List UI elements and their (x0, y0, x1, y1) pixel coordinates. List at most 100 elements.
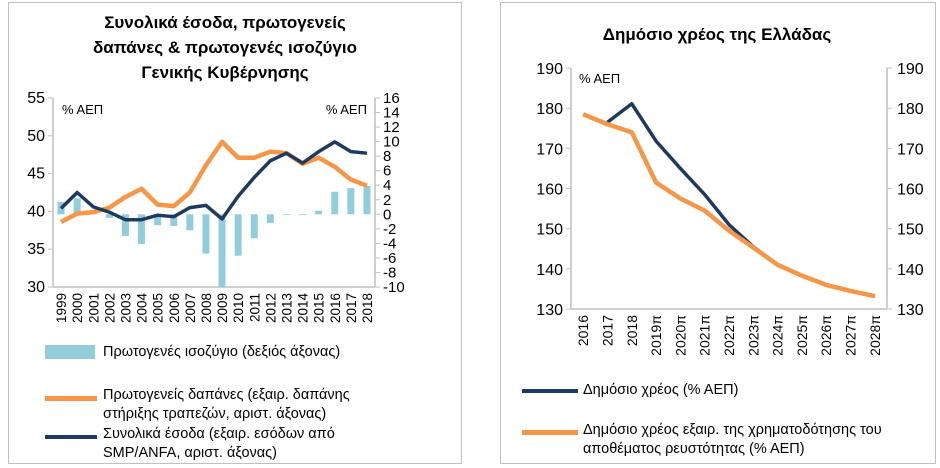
left-tick-label: 180 (536, 101, 563, 118)
x-tick-label: 2022π (721, 315, 737, 356)
legend-line: Συνολικά έσοδα (εξαιρ. εσόδων από (103, 426, 335, 442)
legend-swatch-line (522, 389, 578, 393)
x-tick-label: 2008 (199, 293, 214, 323)
right-tick-label: 130 (897, 302, 924, 319)
right-tick-label: 180 (897, 101, 924, 118)
title-line: Συνολικά έσοδα, πρωτογενείς (104, 13, 346, 32)
right-tick-label: 4 (383, 177, 391, 194)
x-tick-label: 2020π (672, 315, 688, 356)
right-tick-label: 160 (897, 182, 924, 199)
x-tick-label: 2002 (102, 293, 117, 323)
right-tick-label: -10 (383, 279, 405, 296)
right-tick-label: -4 (383, 235, 396, 252)
x-tick-label: 2011 (247, 293, 262, 322)
legend-label: Συνολικά έσοδα (εξαιρ. εσόδων από SMP/AN… (103, 425, 335, 463)
bar-primary-balance (138, 214, 146, 245)
legend-line: Πρωτογενείς δαπάνες (εξαιρ. δαπάνης (103, 387, 350, 403)
line-public-debt-excl-buffer (582, 112, 876, 299)
x-tick-label: 2027π (843, 315, 859, 356)
x-tick-label: 2028π (867, 315, 883, 356)
right-tick-label: 10 (383, 134, 400, 151)
line-primary-expenditure (60, 139, 368, 224)
x-tick-label: 2019π (648, 315, 664, 356)
left-tick-label: 150 (536, 222, 563, 239)
legend-swatch-bar (45, 345, 95, 359)
x-tick-label: 2018 (624, 315, 640, 346)
right-tick-label: 14 (383, 105, 400, 122)
bar-primary-balance (73, 198, 81, 215)
x-tick-label: 2026π (818, 315, 834, 356)
title-line: Γενικής Κυβέρνησης (141, 63, 309, 82)
left-axis-unit-label: % ΑΕΠ (62, 102, 103, 117)
bar-primary-balance (154, 214, 162, 226)
bar-primary-balance (347, 188, 355, 215)
legend-label: Πρωτογενείς δαπάνες (εξαιρ. δαπάνης στήρ… (103, 386, 350, 424)
right-tick-label: 12 (383, 119, 400, 136)
left-tick-label: 50 (27, 128, 45, 145)
left-tick-label: 35 (27, 241, 45, 258)
x-tick-label: 2013 (279, 293, 294, 323)
right-tick-label: -2 (383, 221, 396, 238)
x-tick-label: 2017 (344, 293, 359, 323)
x-tick-label: 2016 (575, 315, 591, 346)
x-tick-label: 2017 (599, 315, 615, 346)
legend-label: Πρωτογενές ισοζύγιο (δεξιός άξονας) (103, 344, 341, 360)
line-public-debt (606, 101, 876, 298)
left-tick-label: 30 (27, 279, 45, 296)
left-tick-label: 170 (536, 141, 563, 158)
right-tick-label: 16 (383, 90, 400, 107)
x-tick-label: 2024π (770, 315, 786, 356)
x-tick-label: 2003 (118, 293, 133, 323)
bar-primary-balance (234, 214, 242, 256)
bar-primary-balance (282, 214, 290, 216)
left-tick-label: 130 (536, 302, 563, 319)
line-total-revenue (59, 140, 368, 222)
legend-label: Δημόσιο χρέος εξαιρ. της χρηματοδότησης … (583, 421, 882, 459)
left-tick-label: 55 (27, 90, 45, 107)
legend-line: Δημόσιο χρέος εξαιρ. της χρηματοδότησης … (583, 422, 882, 438)
left-tick-label: 160 (536, 182, 563, 199)
legend-swatch-line (522, 430, 578, 435)
x-tick-label: 2006 (167, 293, 182, 323)
x-tick-label: 2021π (697, 315, 713, 356)
bar-primary-balance (331, 191, 339, 215)
bar-primary-balance (202, 214, 210, 254)
bar-primary-balance (315, 210, 323, 215)
right-chart-title: Δημόσιο χρέος της Ελλάδας (602, 25, 832, 44)
x-tick-label: 1999 (54, 293, 69, 323)
bar-primary-balance (299, 214, 307, 216)
x-tick-label: 2014 (296, 293, 311, 324)
title-line: δαπάνες & πρωτογενές ισοζύγιο (93, 38, 357, 57)
legend-swatch-line (45, 396, 97, 401)
bar-primary-balance (363, 185, 371, 215)
x-tick-label: 2016 (328, 293, 343, 323)
right-tick-label: 6 (383, 163, 391, 180)
right-tick-label: 190 (897, 61, 924, 78)
bar-primary-balance (218, 214, 226, 287)
right-tick-label: 150 (897, 222, 924, 239)
left-tick-label: 40 (27, 203, 45, 220)
x-tick-label: 2023π (745, 315, 761, 356)
legend-swatch-line (45, 435, 97, 439)
x-tick-label: 2025π (794, 315, 810, 356)
x-tick-label: 2005 (151, 293, 166, 323)
x-tick-label: 2009 (215, 293, 230, 323)
left-chart-title: Συνολικά έσοδα, πρωτογενείς δαπάνες & πρ… (20, 10, 430, 85)
right-tick-label: -6 (383, 250, 396, 267)
x-tick-label: 2018 (360, 293, 375, 323)
x-tick-label: 2001 (86, 293, 101, 323)
x-tick-label: 2010 (231, 293, 246, 323)
right-chart-panel (500, 2, 936, 464)
right-tick-label: 8 (383, 148, 391, 165)
bar-primary-balance (250, 214, 258, 239)
bar-primary-balance (105, 214, 113, 218)
axis-unit-label: % ΑΕΠ (579, 71, 620, 86)
legend-line: αποθέματος ρευστότητας (% ΑΕΠ) (583, 441, 805, 457)
bar-primary-balance (121, 214, 129, 237)
left-tick-label: 45 (27, 166, 45, 183)
bar-primary-balance (266, 214, 274, 224)
legend-line: SMP/ANFA, αριστ. άξονας) (103, 445, 277, 461)
x-tick-label: 2012 (263, 293, 278, 323)
